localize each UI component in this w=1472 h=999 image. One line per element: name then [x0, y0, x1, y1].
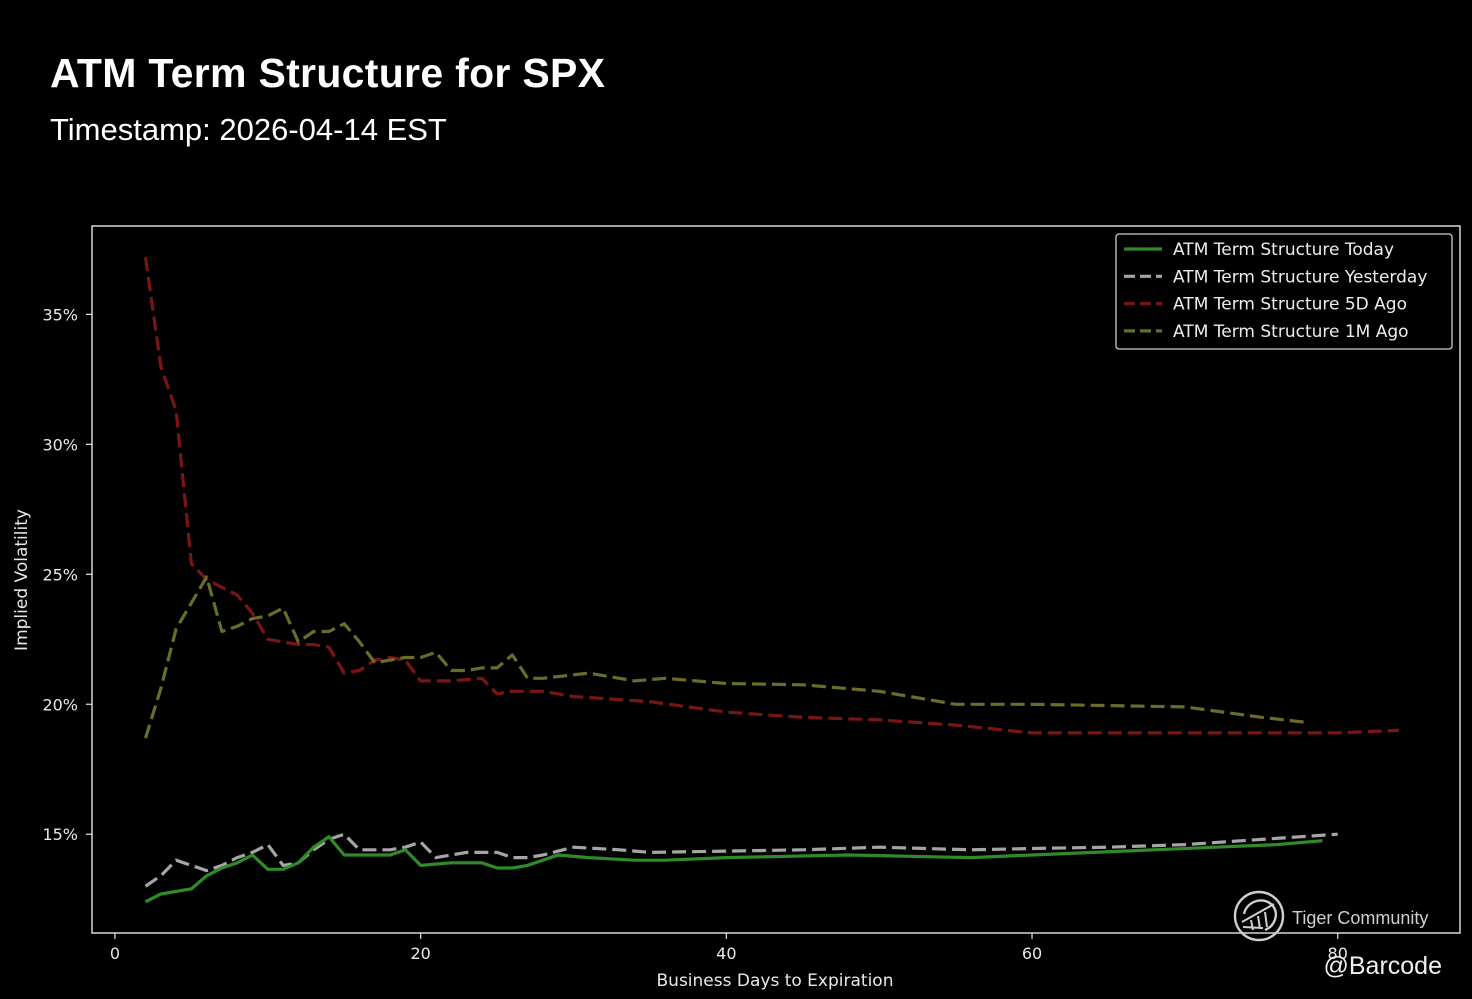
series-line-1: [144, 832, 1338, 888]
series-line-2: [143, 256, 1399, 735]
series-line-3: [143, 575, 1308, 739]
legend-label-3: ATM Term Structure 1M Ago: [1173, 322, 1409, 342]
series-line-0: [144, 835, 1323, 904]
y-tick-label-2: 25%: [42, 565, 78, 584]
legend-label-1: ATM Term Structure Yesterday: [1173, 267, 1427, 287]
x-tick-label-2: 40: [716, 944, 736, 963]
series-layer: [143, 256, 1399, 904]
x-tick-label-3: 60: [1022, 944, 1042, 963]
axes-layer: 0 20 40 60 80 15% 20% 25% 30% 35%: [42, 225, 1461, 963]
credit-text: @Barcode: [1324, 952, 1443, 980]
page-title: ATM Term Structure for SPX: [50, 50, 606, 96]
y-tick-label-0: 15%: [42, 825, 78, 844]
y-axis-label: Implied Volatility: [12, 509, 32, 651]
watermark-text: Tiger Community: [1292, 908, 1428, 928]
legend-label-0: ATM Term Structure Today: [1173, 240, 1394, 260]
tiger-community-logo: [1233, 890, 1285, 942]
watermark: Tiger Community @Barcode: [1233, 890, 1443, 980]
plot-frame: [91, 225, 1461, 934]
page-subtitle: Timestamp: 2026-04-14 EST: [50, 112, 447, 147]
y-tick-label-3: 30%: [42, 435, 78, 454]
x-tick-label-4: 80: [1328, 944, 1348, 963]
legend-label-2: ATM Term Structure 5D Ago: [1173, 295, 1407, 315]
legend: ATM Term Structure Today ATM Term Structu…: [1115, 233, 1453, 350]
x-tick-label-1: 20: [410, 944, 430, 963]
y-tick-label-1: 20%: [42, 695, 78, 714]
y-tick-label-4: 35%: [42, 305, 78, 324]
legend-frame: [1115, 233, 1453, 350]
x-tick-label-0: 0: [110, 944, 120, 963]
x-axis-label: Business Days to Expiration: [657, 971, 894, 991]
